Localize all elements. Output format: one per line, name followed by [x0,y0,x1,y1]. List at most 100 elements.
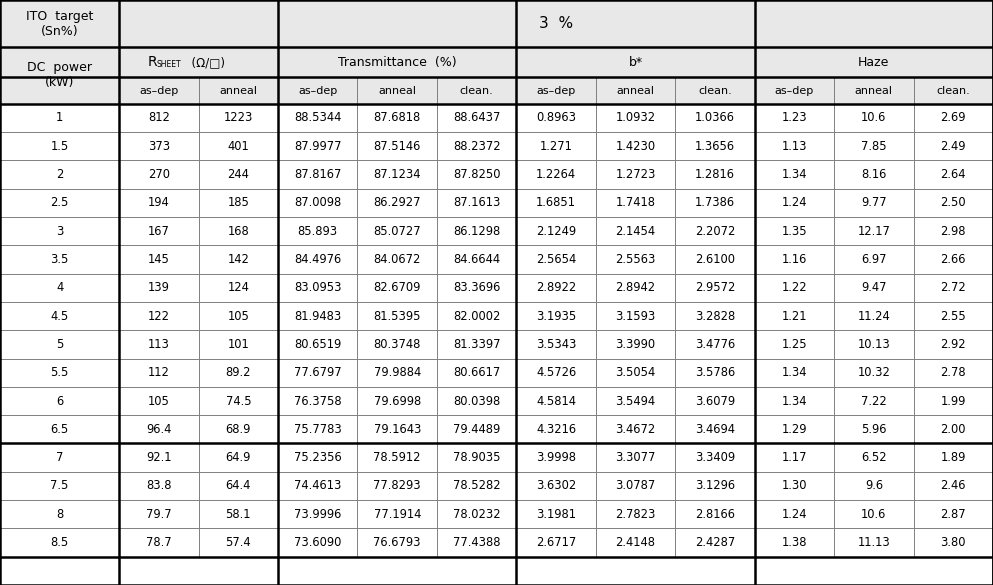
Text: 1.7418: 1.7418 [616,197,655,209]
Text: 3.6079: 3.6079 [695,394,735,408]
Text: 3.4694: 3.4694 [695,423,735,436]
Bar [516,528,596,557]
Bar [119,77,199,104]
Text: 4.3216: 4.3216 [536,423,576,436]
Bar [278,104,357,132]
Bar [199,132,278,160]
Bar [596,331,675,359]
Bar [516,331,596,359]
Bar [437,274,516,302]
Bar [357,160,437,189]
Text: 122: 122 [148,309,170,322]
Text: 74.5: 74.5 [225,394,251,408]
Text: 83.0953: 83.0953 [294,281,342,294]
Text: 81.9483: 81.9483 [294,309,342,322]
Text: 1.0932: 1.0932 [616,112,655,125]
Bar [516,104,596,132]
Text: 76.3758: 76.3758 [294,394,342,408]
Text: 9.6: 9.6 [865,480,883,493]
Text: 87.8250: 87.8250 [453,168,500,181]
Text: 74.4613: 74.4613 [294,480,342,493]
Text: 2.55: 2.55 [940,309,966,322]
Bar [119,500,199,528]
Bar [755,331,834,359]
Text: 11.24: 11.24 [858,309,890,322]
Bar [357,387,437,415]
Bar [596,217,675,245]
Bar [596,528,675,557]
Bar [755,160,834,189]
Bar [675,500,755,528]
Text: 75.2356: 75.2356 [294,451,342,464]
Text: 10.13: 10.13 [858,338,890,351]
Text: 1.7386: 1.7386 [695,197,735,209]
Bar [675,104,755,132]
Text: 124: 124 [227,281,249,294]
Bar [357,104,437,132]
Bar [675,331,755,359]
Text: anneal: anneal [378,85,416,95]
Text: 7: 7 [56,451,64,464]
Text: 2.78: 2.78 [940,366,966,379]
Text: 80.6519: 80.6519 [294,338,342,351]
Bar [834,302,914,331]
Text: 88.2372: 88.2372 [453,140,500,153]
Bar [0,528,119,557]
Text: anneal: anneal [855,85,893,95]
Bar [437,160,516,189]
Text: 3.4776: 3.4776 [695,338,735,351]
Bar [675,415,755,443]
Bar [914,132,993,160]
Bar [119,359,199,387]
Bar [834,160,914,189]
Text: 2.8166: 2.8166 [695,508,735,521]
Text: 2.8922: 2.8922 [536,281,576,294]
Text: 7.22: 7.22 [861,394,887,408]
Bar [914,443,993,472]
Bar [437,443,516,472]
Text: 2.00: 2.00 [940,423,966,436]
Bar [596,245,675,274]
Text: 3.1296: 3.1296 [695,480,735,493]
Bar [437,217,516,245]
Bar [675,160,755,189]
Bar [675,189,755,217]
Text: 2.9572: 2.9572 [695,281,735,294]
Bar [357,77,437,104]
Text: 3.2828: 3.2828 [695,309,735,322]
Text: 3.3077: 3.3077 [616,451,655,464]
Bar [596,500,675,528]
Bar [278,47,516,77]
Text: 3.0787: 3.0787 [616,480,655,493]
Bar [437,331,516,359]
Text: 10.32: 10.32 [857,366,891,379]
Bar [596,302,675,331]
Bar [278,331,357,359]
Bar [516,274,596,302]
Text: 86.1298: 86.1298 [453,225,500,238]
Text: 2.1454: 2.1454 [616,225,655,238]
Text: 81.5395: 81.5395 [373,309,421,322]
Text: b*: b* [629,56,642,69]
Bar [596,359,675,387]
Text: 75.7783: 75.7783 [294,423,342,436]
Text: 2.64: 2.64 [940,168,966,181]
Text: 79.4489: 79.4489 [453,423,500,436]
Text: 113: 113 [148,338,170,351]
Bar [278,302,357,331]
Bar [914,274,993,302]
Text: 3.5: 3.5 [51,253,69,266]
Bar [437,415,516,443]
Bar [357,189,437,217]
Text: 2.2072: 2.2072 [695,225,735,238]
Bar [914,104,993,132]
Text: 1.6851: 1.6851 [536,197,576,209]
Bar [0,500,119,528]
Bar [755,359,834,387]
Bar [834,189,914,217]
Bar [755,77,834,104]
Bar [0,415,119,443]
Text: 88.6437: 88.6437 [453,112,500,125]
Bar [0,132,119,160]
Bar [516,302,596,331]
